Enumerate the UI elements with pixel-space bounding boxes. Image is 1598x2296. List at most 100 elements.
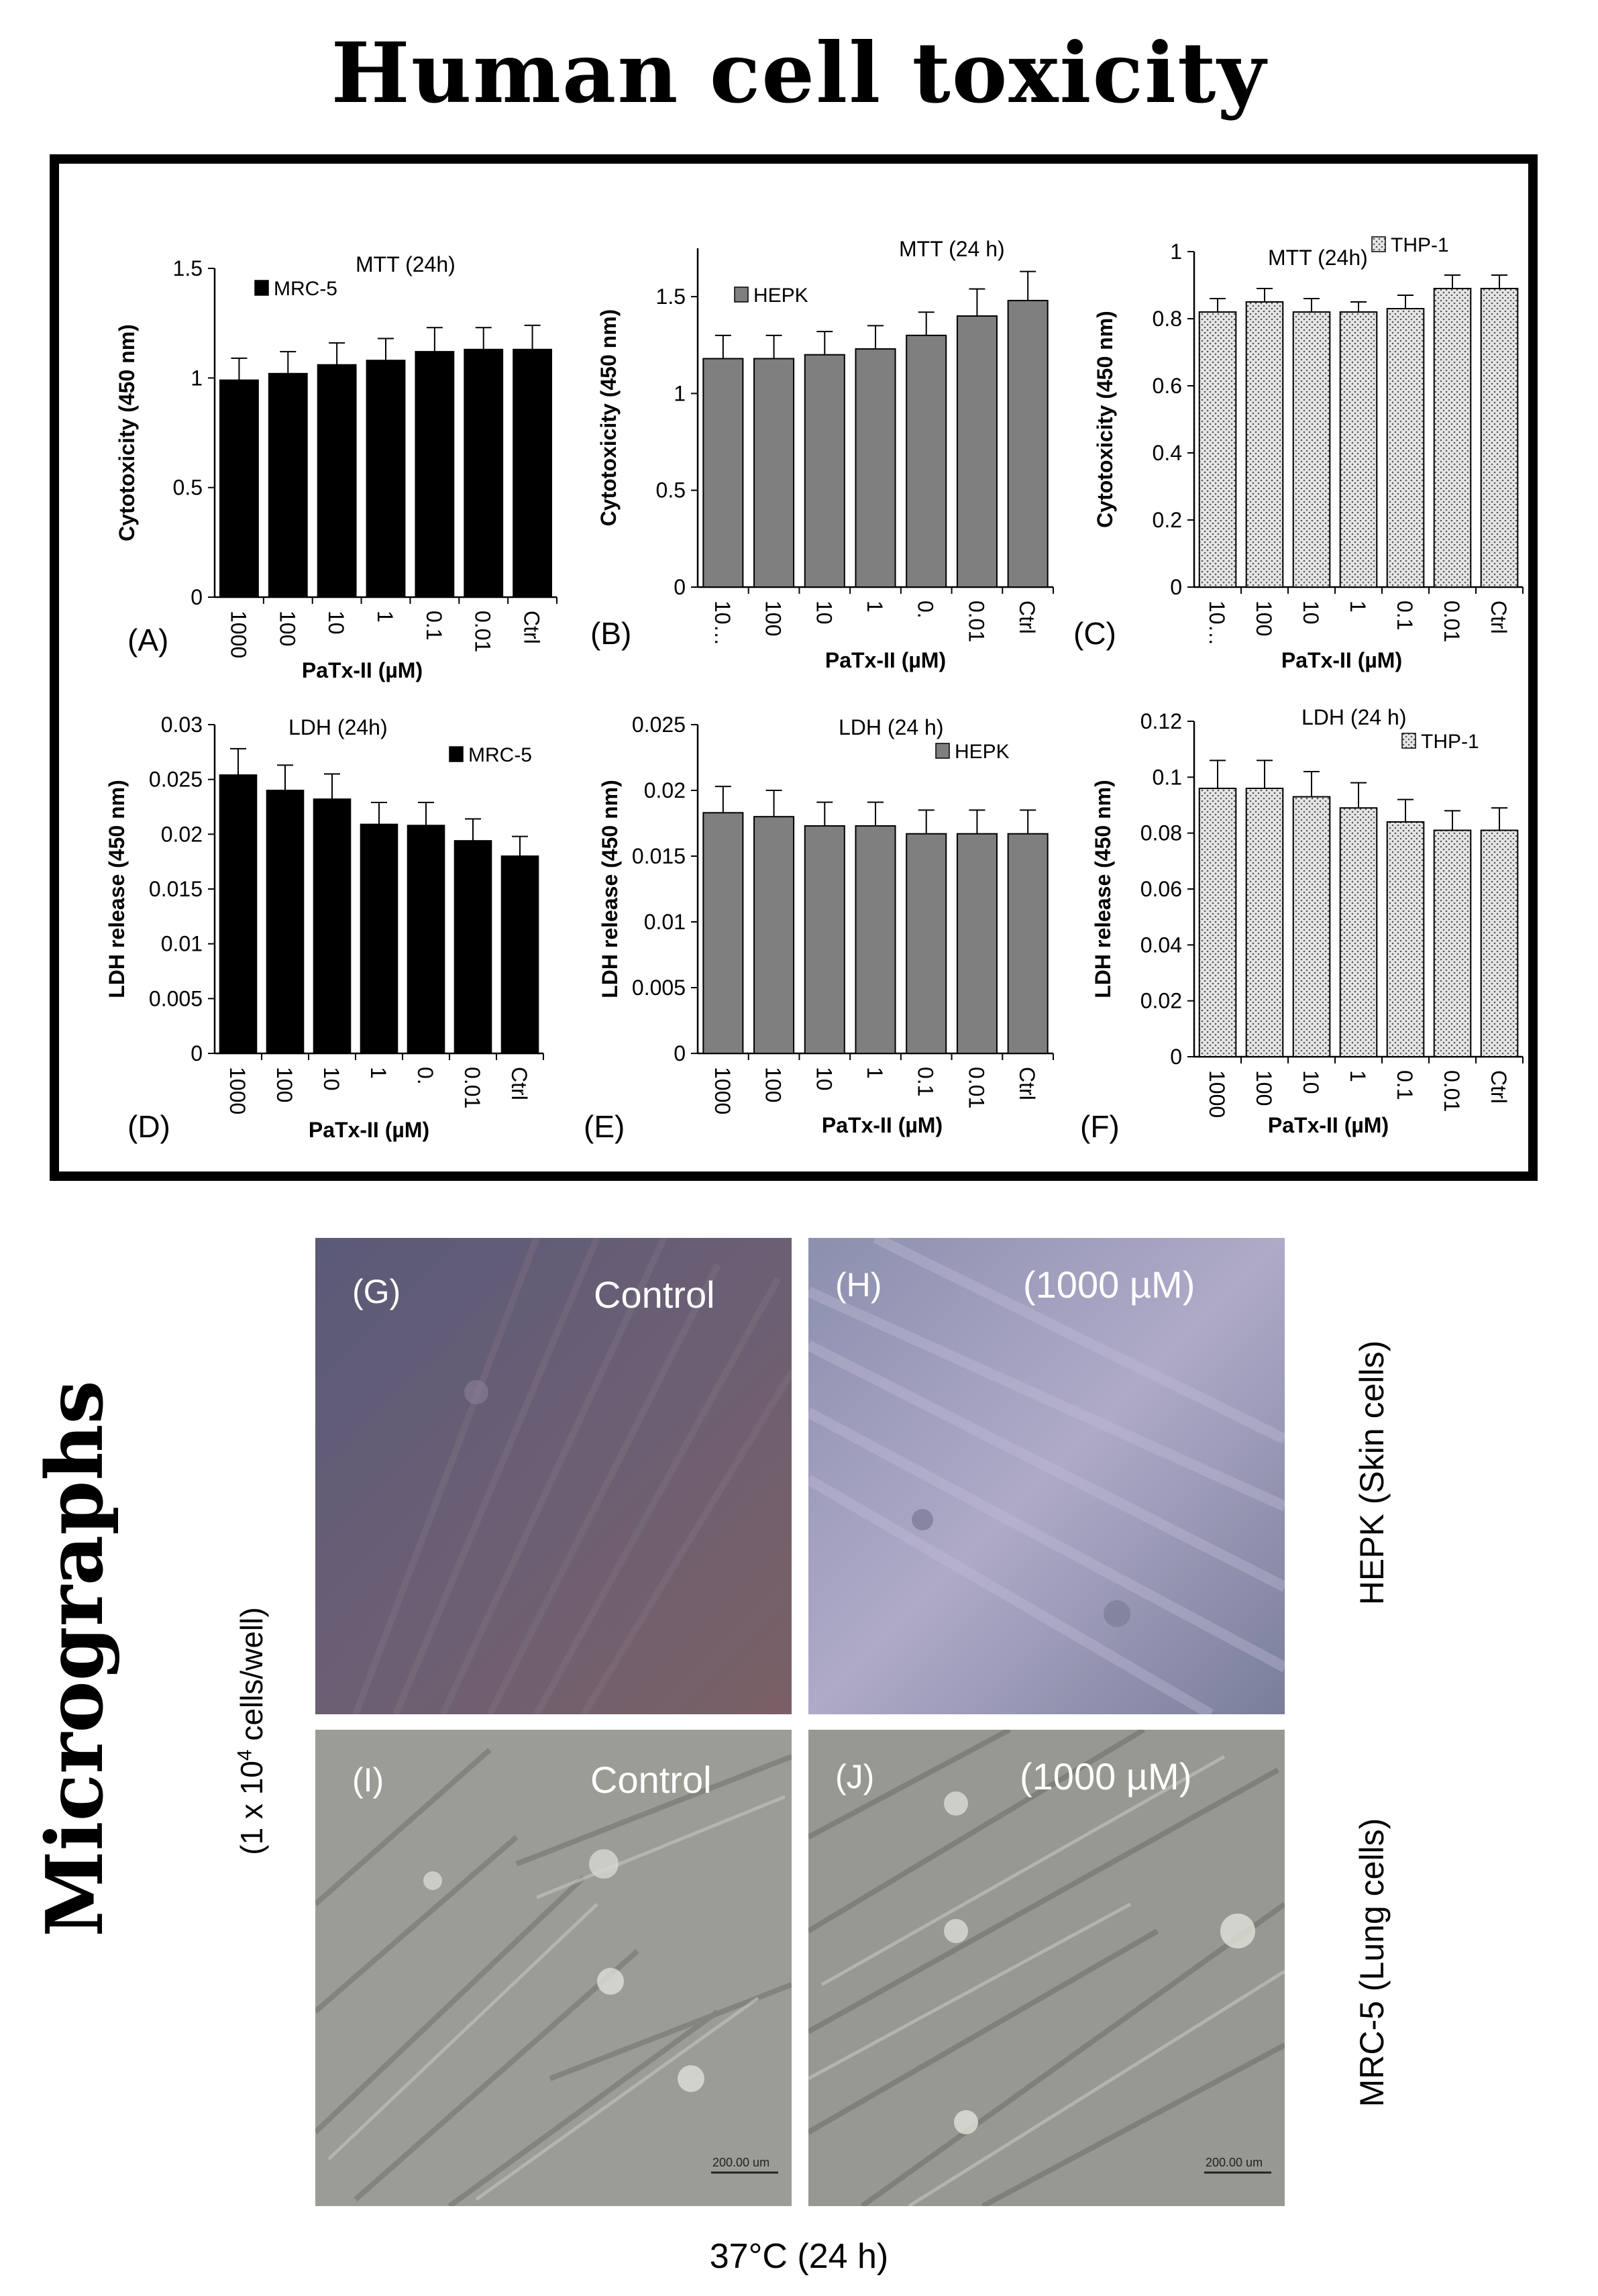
- y-tick-label: 1.5: [173, 256, 203, 280]
- x-tick-label: 10: [324, 611, 348, 635]
- y-tick-label: 0.005: [632, 976, 686, 1000]
- panel-label: (H): [835, 1266, 882, 1304]
- bar: [1245, 301, 1284, 588]
- x-tick-label: 100: [761, 601, 786, 636]
- bar: [1245, 788, 1284, 1057]
- mrc5-row-label: MRC-5 (Lung cells): [1353, 1818, 1391, 2107]
- bar: [313, 798, 352, 1054]
- x-tick-label: 0.01: [1440, 601, 1464, 642]
- condition-label: (1000 µM): [1023, 1263, 1195, 1306]
- bar: [266, 790, 305, 1054]
- x-tick-label: 100: [1252, 601, 1276, 636]
- x-tick-label: 1: [1346, 601, 1370, 613]
- scale-bar-label: 200.00 um: [1206, 2156, 1263, 2169]
- x-tick-label: 100: [275, 611, 299, 646]
- y-tick-label: 0.12: [1140, 709, 1182, 733]
- panel-label: (D): [127, 1109, 170, 1144]
- y-axis-label: Cytotoxicity (450 nm): [596, 309, 621, 527]
- page-title: Human cell toxicity: [331, 25, 1267, 122]
- y-tick-label: 0: [674, 1041, 686, 1065]
- bar: [804, 825, 845, 1054]
- bar: [702, 358, 744, 588]
- chart-e: 0 0.005 0.01 0.015 0.02 0.025 1000 100 10 1 0.1 0.0…: [584, 713, 1054, 1144]
- legend-swatch: [449, 746, 464, 762]
- y-tick-label: 0.025: [149, 768, 203, 792]
- bar: [219, 379, 259, 598]
- y-tick-label: 0: [674, 575, 686, 599]
- x-tick-label: 0.1: [422, 611, 446, 640]
- bar: [956, 315, 998, 588]
- chart-title: MTT (24 h): [899, 237, 1005, 261]
- bar: [702, 812, 744, 1054]
- y-tick-label: 0.8: [1153, 307, 1182, 331]
- x-tick-label: 0.01: [471, 611, 495, 652]
- scale-bar-label: 200.00 um: [712, 2156, 770, 2169]
- x-tick-label: 10: [812, 1067, 836, 1091]
- micrograph-image: [808, 1730, 1285, 2206]
- bar: [906, 334, 947, 588]
- condition-label: Control: [594, 1273, 715, 1316]
- bar: [454, 840, 492, 1054]
- panel-label: (E): [584, 1109, 625, 1144]
- x-axis-label: PaTx-II (µM): [302, 658, 423, 682]
- y-tick-label: 0.5: [173, 476, 203, 500]
- y-tick-label: 0: [1170, 575, 1182, 599]
- y-axis-label: Cytotoxicity (450 nm): [115, 324, 139, 541]
- y-tick-label: 0.08: [1140, 821, 1182, 845]
- chart-title: LDH (24h): [288, 715, 388, 739]
- y-tick-label: 0.2: [1153, 508, 1182, 532]
- y-tick-label: 0: [1170, 1045, 1182, 1069]
- bar: [268, 372, 308, 598]
- x-tick-label: Ctrl: [507, 1067, 531, 1100]
- x-tick-label: 100: [1252, 1070, 1276, 1106]
- x-tick-label: 0.1: [914, 1067, 938, 1096]
- bar: [1339, 311, 1378, 588]
- y-tick-label: 0.015: [149, 877, 203, 901]
- micrograph-h: (H) (1000 µM): [808, 1238, 1285, 1714]
- panel-label: (B): [590, 616, 631, 651]
- panel-label: (G): [352, 1273, 401, 1310]
- micrograph-j: (J) (1000 µM) 200.00 um: [808, 1730, 1285, 2206]
- bar: [415, 351, 455, 598]
- y-tick-label: 0.4: [1153, 441, 1182, 465]
- y-tick-label: 0: [191, 1041, 203, 1065]
- panel-label: (I): [352, 1761, 384, 1799]
- x-tick-label: Ctrl: [520, 611, 544, 644]
- bar: [219, 774, 258, 1054]
- bar: [317, 364, 357, 598]
- bar: [855, 825, 896, 1054]
- bar: [407, 825, 445, 1054]
- hepk-row-label: HEPK (Skin cells): [1353, 1340, 1391, 1606]
- micrograph-image: [808, 1238, 1285, 1714]
- bar: [1339, 807, 1378, 1058]
- y-tick-label: 0.02: [1140, 989, 1182, 1013]
- x-tick-label: 10: [812, 601, 836, 625]
- legend-swatch: [254, 280, 269, 296]
- y-tick-label: 0.1: [1153, 765, 1182, 789]
- chart-title: MTT (24h): [1268, 246, 1368, 270]
- bar: [500, 855, 539, 1054]
- y-tick-label: 0.015: [632, 844, 686, 868]
- micrograph-g: (G) Control: [315, 1238, 792, 1714]
- legend-label: THP-1: [1421, 731, 1479, 753]
- y-tick-label: 1: [191, 366, 203, 390]
- y-tick-label: 0.01: [161, 932, 203, 956]
- y-tick-label: 1.5: [656, 284, 686, 309]
- legend-label: THP-1: [1391, 234, 1449, 256]
- x-tick-label: 0.1: [1393, 1070, 1417, 1100]
- x-tick-label: 0.01: [964, 1067, 988, 1108]
- bar: [1198, 311, 1237, 588]
- temperature-label: 37°C (24 h): [709, 2237, 889, 2276]
- x-tick-label: 1000: [710, 1067, 735, 1114]
- y-axis-label: LDH release (450 nm): [105, 780, 129, 998]
- x-tick-label: 0.: [914, 601, 938, 619]
- bar: [753, 358, 795, 588]
- y-tick-label: 0.02: [644, 778, 686, 802]
- panel-label: (A): [127, 623, 168, 658]
- bar: [360, 823, 398, 1054]
- y-tick-label: 0.01: [644, 910, 686, 934]
- x-tick-label: 1: [1346, 1070, 1370, 1082]
- legend-label: MRC-5: [274, 278, 337, 300]
- x-tick-label: 0.01: [1440, 1070, 1464, 1112]
- x-tick-label: 1: [863, 601, 887, 613]
